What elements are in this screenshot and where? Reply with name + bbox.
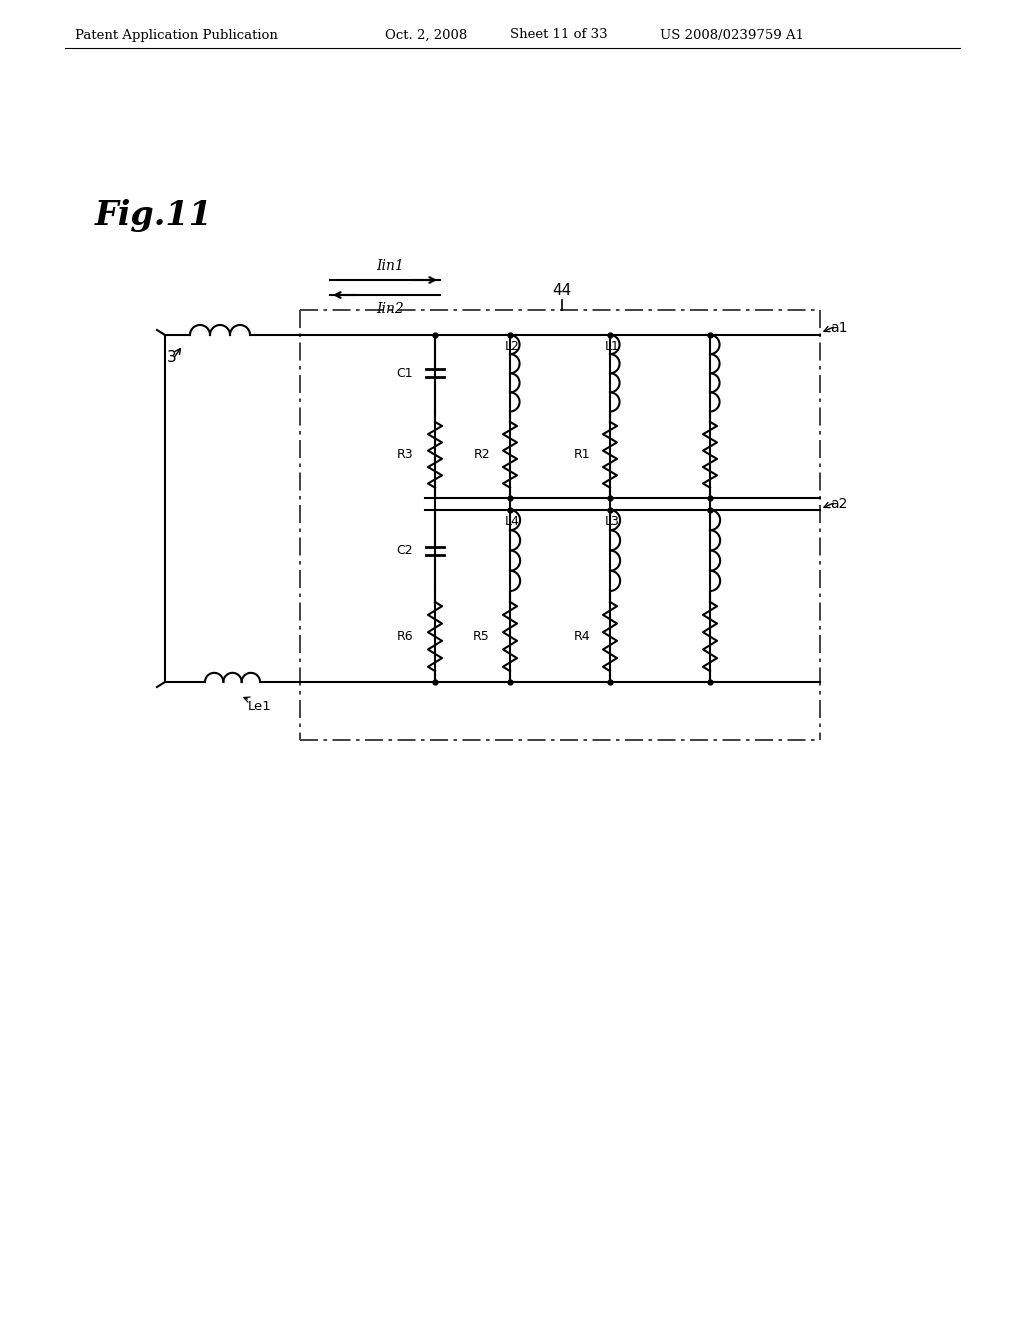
Text: 3: 3: [167, 350, 177, 364]
Text: R5: R5: [473, 630, 490, 643]
Text: US 2008/0239759 A1: US 2008/0239759 A1: [660, 29, 804, 41]
Text: L4: L4: [505, 515, 520, 528]
Text: R2: R2: [473, 449, 490, 461]
Text: R3: R3: [396, 449, 413, 461]
Text: Iin2: Iin2: [376, 302, 403, 315]
Text: Iin1: Iin1: [376, 259, 403, 273]
Text: L1: L1: [605, 341, 620, 352]
Text: R6: R6: [396, 630, 413, 643]
Text: 44: 44: [552, 282, 571, 298]
Text: Sheet 11 of 33: Sheet 11 of 33: [510, 29, 607, 41]
Text: Oct. 2, 2008: Oct. 2, 2008: [385, 29, 467, 41]
Text: L3: L3: [605, 515, 620, 528]
Text: Patent Application Publication: Patent Application Publication: [75, 29, 278, 41]
Text: a2: a2: [830, 498, 848, 511]
Text: Fig.11: Fig.11: [95, 198, 213, 231]
Text: Le1: Le1: [248, 700, 271, 713]
Text: C1: C1: [396, 367, 413, 380]
Text: C2: C2: [396, 544, 413, 557]
Text: a1: a1: [830, 321, 848, 335]
Text: R4: R4: [573, 630, 590, 643]
Text: L2: L2: [505, 341, 520, 352]
Text: R1: R1: [573, 449, 590, 461]
